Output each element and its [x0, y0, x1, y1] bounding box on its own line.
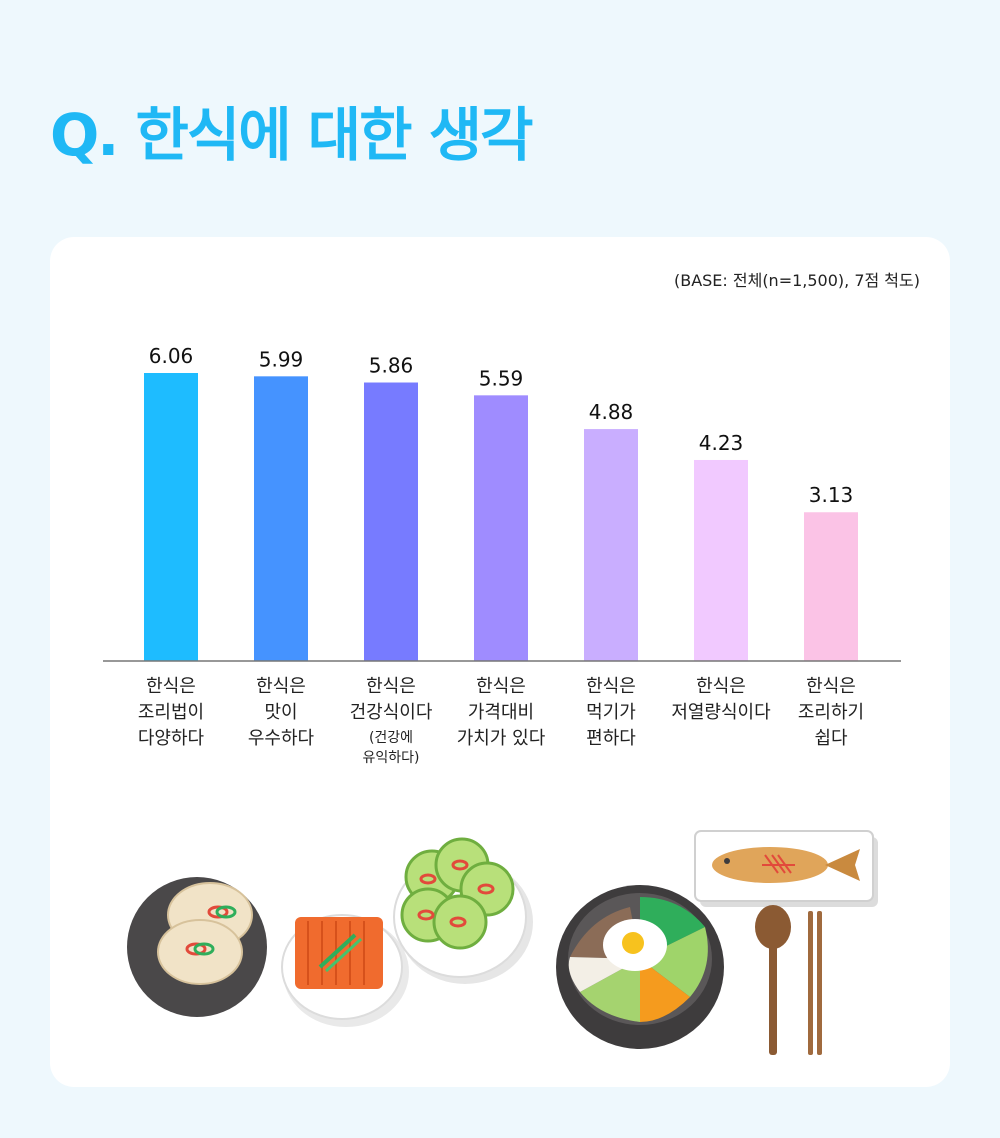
- category-label-line: 건강식이다: [349, 702, 433, 723]
- value-label-4: 5.59: [479, 366, 524, 390]
- rice-cake-plate-icon: [127, 877, 267, 1017]
- cucumber-plate-icon: [393, 837, 533, 984]
- grilled-fish-plate-icon: [694, 830, 878, 907]
- value-label-7: 3.13: [809, 483, 854, 507]
- category-label-line: 한식은: [806, 676, 856, 697]
- bar-chart: 6.06 5.99 5.86 5.59 4.88 4.23 3.13: [103, 344, 901, 662]
- category-label-line: 가격대비: [467, 702, 535, 723]
- category-label-line: 한식은: [146, 676, 196, 697]
- value-label-5: 4.88: [589, 400, 634, 424]
- bar-6: [694, 459, 748, 661]
- bar-3: [364, 382, 418, 661]
- value-label-1: 6.06: [149, 344, 194, 368]
- bar-5: [584, 429, 638, 661]
- category-label-line: 다양하다: [137, 728, 205, 749]
- food-illustration: [127, 830, 878, 1055]
- category-label-note: 유익하다): [362, 750, 420, 766]
- category-label-line: 한식은: [476, 676, 526, 697]
- chart-card: (BASE: 전체(n=1,500), 7점 척도) 6.06 5.99 5.86 5…: [50, 237, 950, 1087]
- category-label-line: 맛이: [264, 702, 298, 723]
- category-label-line: 쉽다: [814, 728, 848, 749]
- bar-1: [144, 373, 198, 661]
- category-label-line: 한식은: [696, 676, 746, 697]
- category-label-line: 한식은: [256, 676, 306, 697]
- bar-2: [254, 376, 308, 661]
- value-label-3: 5.86: [369, 354, 414, 378]
- chopsticks-icon: [808, 911, 822, 1055]
- category-label-line: 조리하기: [797, 702, 865, 723]
- spoon-icon: [755, 905, 791, 1055]
- page-title: Q. 한식에 대한 생각: [50, 101, 533, 169]
- bibimbap-bowl-icon: [556, 885, 724, 1049]
- category-label-line: 우수하다: [247, 728, 315, 749]
- category-label-note: (건강에: [368, 730, 414, 746]
- bar-4: [474, 395, 528, 661]
- category-label-line: 저열량식이다: [671, 702, 771, 723]
- category-label-line: 먹기가: [586, 702, 636, 723]
- category-label-line: 편하다: [586, 728, 636, 749]
- base-note: (BASE: 전체(n=1,500), 7점 척도): [673, 271, 920, 290]
- category-label-line: 가치가 있다: [456, 728, 546, 749]
- value-label-6: 4.23: [699, 431, 744, 455]
- category-label-line: 한식은: [366, 676, 416, 697]
- bar-7: [804, 512, 858, 661]
- category-label-line: 한식은: [586, 676, 636, 697]
- category-label-line: 조리법이: [137, 702, 205, 723]
- kimchi-bowl-icon: [281, 914, 409, 1027]
- value-label-2: 5.99: [259, 347, 304, 371]
